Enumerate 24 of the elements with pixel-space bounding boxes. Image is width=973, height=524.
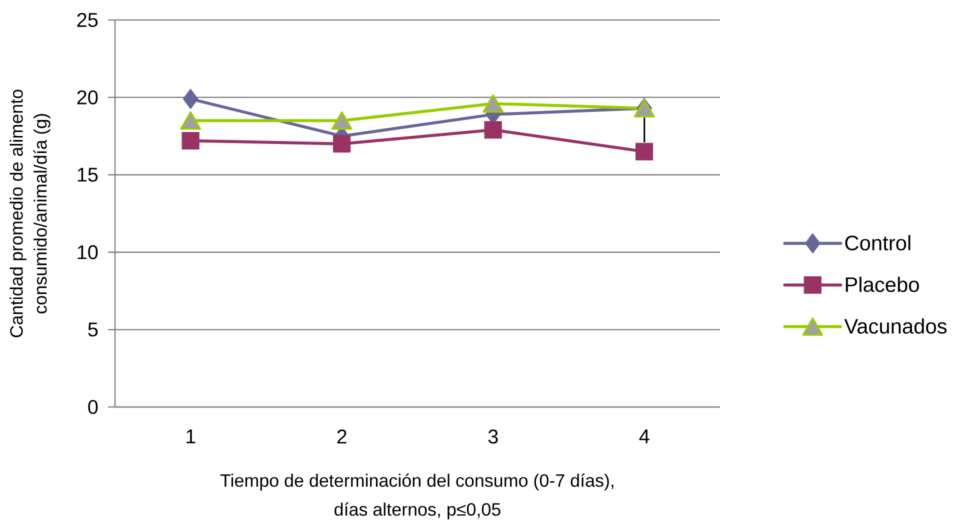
x-tick-label: 1: [186, 430, 196, 444]
y-tick-label: 0: [88, 400, 98, 414]
point: [634, 99, 655, 118]
y-tick-label: 15: [78, 168, 98, 182]
point: [333, 135, 351, 153]
legend-label: Placebo: [846, 276, 919, 292]
legend-label: Vacunados: [844, 318, 947, 334]
point: [182, 132, 200, 150]
legend-label: Control: [845, 235, 910, 250]
y-tick-label: 10: [78, 245, 98, 260]
y-axis-title: Cantidad promedio de alimento consumido/animal/día (g): [10, 90, 50, 338]
point: [484, 121, 502, 139]
point: [182, 88, 198, 110]
y-tick-label: 25: [77, 12, 98, 28]
point: [180, 111, 202, 130]
point: [636, 142, 654, 160]
point: [331, 111, 352, 130]
point: [482, 94, 504, 113]
x-tick-label: 4: [639, 430, 650, 444]
y-tick-label: 20: [77, 90, 98, 104]
x-tick-label: 2: [337, 430, 346, 444]
y-tick-label: 5: [88, 322, 98, 337]
x-axis-title: Tiempo de determinación del consumo (0-7 días), días alternos, p≤0,05: [220, 474, 614, 520]
x-tick-label: 3: [488, 430, 498, 444]
